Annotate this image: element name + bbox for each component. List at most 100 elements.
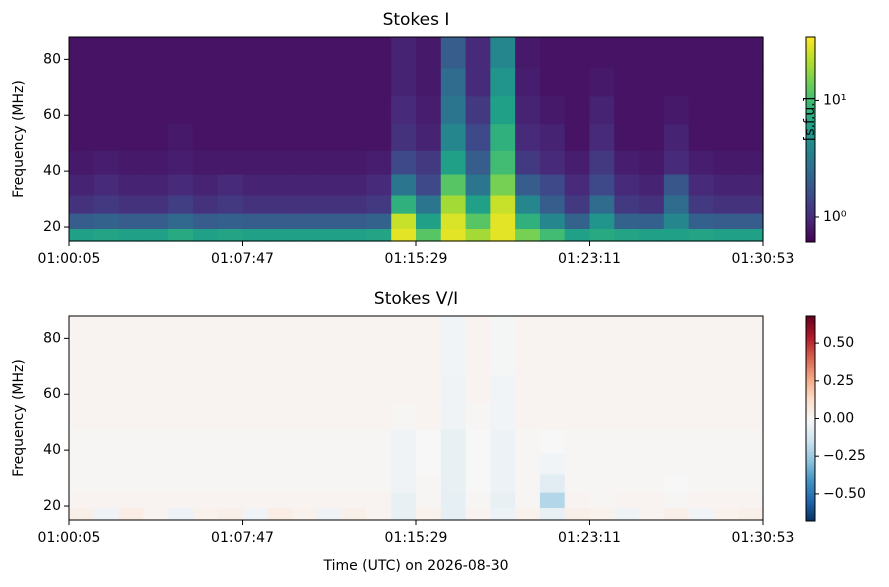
heat-cell: [316, 37, 343, 69]
heat-cell: [292, 346, 318, 376]
heat-cell: [192, 316, 219, 348]
heat-cell: [192, 123, 219, 151]
colorbar-segment: [806, 398, 815, 402]
heat-cell: [639, 150, 665, 175]
colorbar-segment: [806, 382, 815, 386]
heat-cell: [217, 95, 244, 125]
colorbar-segment: [806, 421, 815, 425]
heat-cell: [639, 429, 665, 454]
heat-cell: [490, 402, 516, 430]
heat-cell: [713, 429, 739, 454]
heat-cell: [118, 37, 144, 69]
colorbar-tick-label: 10⁰: [823, 209, 847, 225]
heat-cell: [416, 213, 442, 230]
colorbar-segment: [806, 226, 815, 230]
colorbar-segment: [806, 326, 815, 330]
heat-cell: [292, 507, 318, 521]
heat-cell: [341, 346, 368, 376]
colorbar-segment: [806, 380, 815, 384]
heat-cell: [738, 452, 764, 475]
heat-cell: [614, 194, 640, 214]
colorbar-segment: [806, 482, 815, 486]
heat-cell: [639, 95, 665, 125]
heat-cell: [316, 194, 343, 214]
x-tick-label: 01:23:11: [558, 530, 621, 546]
heat-cell: [69, 123, 95, 151]
colorbar-tick-label: 0.00: [823, 411, 854, 427]
colorbar-segment: [806, 167, 815, 171]
heat-cell: [688, 213, 715, 230]
heat-cell: [118, 429, 144, 454]
heat-cell: [589, 473, 615, 493]
heat-cell: [242, 473, 268, 493]
heat-cell: [589, 95, 615, 125]
heat-cell: [267, 473, 293, 493]
heat-cell: [639, 452, 665, 475]
heat-cell: [341, 194, 368, 214]
heat-cell: [416, 346, 442, 376]
heat-cell: [391, 37, 417, 69]
heat-cell: [713, 194, 739, 214]
heat-cell: [614, 173, 640, 196]
heat-cell: [192, 402, 219, 430]
heat-cell: [391, 194, 417, 214]
colorbar-segment: [806, 431, 815, 435]
heat-cell: [118, 507, 144, 521]
heat-cell: [118, 316, 144, 348]
x-axis-label: Time (UTC) on 2026-08-30: [322, 558, 508, 574]
heat-cell: [292, 173, 318, 196]
heat-cell: [366, 228, 392, 242]
colorbar-segment: [806, 377, 815, 381]
heat-cell: [391, 228, 417, 242]
heat-cell: [366, 346, 392, 376]
heat-cell: [242, 95, 268, 125]
heat-cell: [292, 492, 318, 509]
colorbar-segment: [806, 211, 815, 215]
heat-cell: [242, 123, 268, 151]
heat-cell: [118, 150, 144, 175]
heat-cell: [440, 492, 467, 509]
heat-cell: [341, 316, 368, 348]
heat-cell: [614, 228, 640, 242]
colorbar-segment: [806, 206, 815, 210]
heat-cell: [490, 67, 516, 97]
colorbar-segment: [806, 318, 815, 322]
heat-cell: [118, 492, 144, 509]
heat-cell: [391, 402, 417, 430]
heat-cell: [440, 228, 467, 242]
colorbar-segment: [806, 129, 815, 133]
heat-cell: [143, 316, 169, 348]
colorbar-segment: [806, 190, 815, 194]
heat-cell: [118, 213, 144, 230]
heat-cell: [589, 452, 615, 475]
heat-cell: [267, 346, 293, 376]
heat-cell: [465, 507, 491, 521]
colorbar-segment: [806, 195, 815, 199]
heat-cell: [267, 402, 293, 430]
heat-cell: [465, 150, 491, 175]
heat-cell: [316, 507, 343, 521]
heat-cell: [267, 95, 293, 125]
heat-cell: [217, 374, 244, 404]
colorbar-segment: [806, 503, 815, 507]
heat-cell: [267, 228, 293, 242]
heat-cell: [440, 123, 467, 151]
colorbar-segment: [806, 236, 815, 240]
heat-cell: [614, 95, 640, 125]
heat-cell: [713, 346, 739, 376]
heat-cell: [465, 316, 491, 348]
colorbar-segment: [806, 518, 815, 522]
heat-cell: [267, 452, 293, 475]
heat-cell: [539, 37, 566, 69]
colorbar-segment: [806, 65, 815, 69]
y-tick-label: 40: [43, 163, 61, 179]
heat-cell: [217, 402, 244, 430]
heat-cell: [192, 346, 219, 376]
colorbar-segment: [806, 374, 815, 378]
colorbar-segment: [806, 85, 815, 89]
heat-cell: [564, 402, 591, 430]
heat-cell: [69, 452, 95, 475]
heat-cell: [688, 316, 715, 348]
colorbar-segment: [806, 149, 815, 153]
heat-cell: [589, 316, 615, 348]
